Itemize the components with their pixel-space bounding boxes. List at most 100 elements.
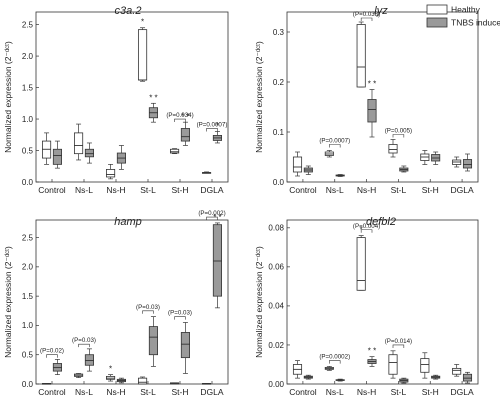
x-tick-label: DGLA xyxy=(200,185,223,195)
box-body xyxy=(84,148,94,158)
box-body xyxy=(462,373,473,382)
significance-star: * xyxy=(360,226,363,235)
y-tick-label: 0.0 xyxy=(22,178,34,187)
significance-bracket xyxy=(46,354,58,358)
p-value-label: (P=0.002) xyxy=(198,210,225,217)
x-tick-label: Ns-L xyxy=(75,387,93,397)
plot-frame xyxy=(286,11,479,183)
p-value-label: (P=0.0007) xyxy=(197,121,228,128)
significance-bracket xyxy=(206,128,218,132)
box-body xyxy=(180,128,190,142)
box-body xyxy=(74,132,84,155)
box-healthy-St-H xyxy=(169,382,180,385)
y-tick-label: 0.2 xyxy=(273,78,285,87)
p-value-label: (P=0.005) xyxy=(385,128,412,135)
box-tnbs-Control xyxy=(52,140,62,169)
box-tnbs-Ns-H xyxy=(116,377,126,384)
box-tnbs-Ns-L xyxy=(84,348,94,372)
y-tick-label: 0.04 xyxy=(268,302,284,311)
x-tick-label: DGLA xyxy=(451,387,474,397)
panel-title: lyz xyxy=(374,5,388,17)
x-tick-label: St-H xyxy=(422,185,439,195)
p-value-label: (P=0.038) xyxy=(353,11,380,18)
significance-star: * * xyxy=(213,213,221,222)
box-body xyxy=(356,237,366,291)
box-healthy-Ns-L xyxy=(74,123,84,161)
panel-title: hamp xyxy=(114,216,142,228)
x-tick-label: Ns-L xyxy=(326,387,344,397)
box-tnbs-Ns-H xyxy=(367,356,377,367)
x-tick-label: Ns-L xyxy=(75,185,93,195)
box-body xyxy=(169,148,180,154)
y-tick-label: 2.5 xyxy=(22,233,34,242)
box-tnbs-Control xyxy=(303,165,313,175)
box-body xyxy=(137,29,148,81)
significance-star: * * xyxy=(149,93,157,102)
p-value-label: (P=0.03) xyxy=(136,304,160,311)
box-healthy-St-L xyxy=(388,139,398,158)
box-healthy-Control xyxy=(42,132,52,165)
x-tick-label: Ns-H xyxy=(357,387,376,397)
box-tnbs-St-L xyxy=(148,316,158,367)
p-value-label: (P=0.0002) xyxy=(319,354,350,361)
legend-label-healthy: Healthy xyxy=(451,5,481,15)
box-body xyxy=(388,144,398,154)
box-healthy-Ns-H xyxy=(356,21,366,88)
box-body xyxy=(137,377,148,385)
x-tick-label: Ns-H xyxy=(357,185,376,195)
box-healthy-St-L xyxy=(137,27,148,82)
box-tnbs-DGLA xyxy=(212,131,222,144)
y-axis-label: Normalized expression (2⁻ᵈᶜᵗ) xyxy=(254,246,264,358)
box-healthy-Ns-L xyxy=(324,150,334,158)
box-body xyxy=(84,354,94,366)
p-value-label: (P=0.034) xyxy=(166,112,193,119)
box-tnbs-St-H xyxy=(180,121,190,146)
box-healthy-St-H xyxy=(169,148,180,155)
p-value-label: (P=0.03) xyxy=(168,310,192,317)
y-tick-label: 2.0 xyxy=(22,263,34,272)
box-tnbs-St-H xyxy=(431,374,441,380)
x-tick-label: St-L xyxy=(391,185,407,195)
box-healthy-Ns-H xyxy=(356,235,366,291)
x-tick-label: Control xyxy=(38,185,66,195)
panel-title: c3a.2 xyxy=(115,5,142,17)
significance-bracket xyxy=(174,118,186,123)
box-tnbs-St-L xyxy=(399,165,409,173)
x-tick-label: St-H xyxy=(172,185,189,195)
y-tick-label: 1.5 xyxy=(22,292,34,301)
box-tnbs-DGLA xyxy=(462,371,473,384)
box-healthy-DGLA xyxy=(452,364,462,377)
box-body xyxy=(148,326,158,356)
y-tick-label: 0.1 xyxy=(273,128,285,137)
box-healthy-Ns-H xyxy=(106,374,116,382)
significance-bracket xyxy=(329,360,341,364)
y-tick-label: 1.0 xyxy=(22,115,34,124)
significance-star: * xyxy=(216,122,219,131)
panel-3: defbl2 Normalized expression (2⁻ᵈᶜᵗ) 0.00 0… xyxy=(254,216,479,397)
box-healthy-DGLA xyxy=(201,383,212,385)
box-tnbs-St-H xyxy=(431,151,441,165)
legend: Healthy TNBS induced xyxy=(426,4,500,28)
significance-bracket xyxy=(142,310,154,314)
significance-star: * * xyxy=(368,80,376,89)
p-value-label: (P=0.03) xyxy=(72,337,96,344)
x-tick-label: DGLA xyxy=(451,185,474,195)
box-healthy-Ns-H xyxy=(106,164,116,180)
box-tnbs-Ns-L xyxy=(84,142,94,164)
box-body xyxy=(212,224,222,297)
p-value-label: (P=0.014) xyxy=(385,338,412,345)
y-tick-label: 1.5 xyxy=(22,83,34,92)
panel-2: hamp Normalized expression (2⁻ᵈᶜᵗ) 0.0 0.5 1… xyxy=(3,210,229,397)
p-value-label: (P=0.0007) xyxy=(319,138,350,145)
box-body xyxy=(106,169,116,178)
panel-title: defbl2 xyxy=(366,216,396,228)
y-tick-label: 0.0 xyxy=(273,178,285,187)
box-healthy-St-H xyxy=(420,150,430,165)
legend-swatch-tnbs xyxy=(426,17,448,28)
x-tick-label: St-H xyxy=(422,387,439,397)
legend-swatch-healthy xyxy=(426,4,448,15)
y-tick-label: 0.00 xyxy=(268,380,284,389)
box-healthy-DGLA xyxy=(452,156,462,168)
x-tick-label: St-L xyxy=(391,387,407,397)
y-tick-label: 1.0 xyxy=(22,321,34,330)
